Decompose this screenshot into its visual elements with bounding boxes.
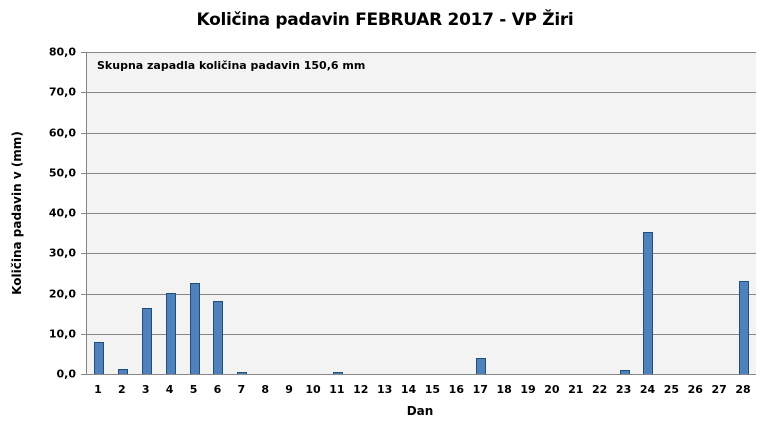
x-tick-label: 9 (285, 383, 293, 396)
y-tick-label: 30,0 (48, 246, 76, 260)
bar-day-3 (141, 308, 152, 374)
x-tick-label: 20 (544, 383, 560, 396)
y-tick-label: 20,0 (48, 287, 76, 300)
y-tick-label: 80,0 (48, 45, 76, 59)
x-tick-label: 17 (472, 383, 488, 396)
gridline (87, 92, 756, 94)
x-tick-label: 2 (118, 383, 126, 396)
gridline (87, 333, 756, 335)
y-tick-label: 60,0 (48, 126, 76, 139)
y-tick-mark (81, 293, 87, 295)
y-tick-mark (81, 253, 87, 255)
x-axis-title: Dan (406, 404, 434, 418)
x-tick-label: 6 (213, 383, 222, 396)
y-tick-mark (81, 92, 87, 94)
x-tick-label: 13 (377, 383, 393, 396)
y-tick-mark (81, 374, 87, 375)
x-tick-label: 8 (261, 383, 270, 396)
y-tick-mark (81, 172, 87, 174)
x-tick-label: 7 (237, 383, 246, 396)
bar-day-1 (93, 341, 104, 374)
gridline (87, 172, 756, 174)
bar-day-28 (739, 281, 750, 374)
x-tick-label: 5 (189, 383, 198, 396)
x-tick-label: 27 (711, 383, 727, 396)
total-annotation: Skupna zapadla količina padavin 150,6 mm (97, 59, 366, 72)
bar-day-5 (189, 283, 200, 374)
bar-day-7 (237, 372, 248, 374)
bar-day-24 (643, 231, 654, 374)
gridline (87, 132, 756, 134)
bar-day-2 (117, 369, 128, 374)
gridline (87, 253, 756, 255)
y-tick-mark (81, 213, 87, 214)
y-tick-label: 10,0 (48, 327, 76, 341)
y-tick-label: 70,0 (48, 85, 76, 99)
x-tick-label: 4 (165, 383, 174, 396)
x-tick-label: 16 (448, 383, 464, 396)
y-tick-mark (81, 333, 87, 335)
y-tick-label: 0,0 (56, 367, 77, 381)
x-tick-label: 23 (615, 383, 632, 396)
x-tick-label: 25 (663, 383, 680, 396)
bar-day-11 (332, 372, 343, 374)
bar-day-4 (165, 292, 176, 374)
x-tick-label: 15 (424, 383, 441, 396)
x-tick-label: 11 (329, 383, 345, 396)
x-tick-label: 12 (353, 383, 369, 396)
y-tick-label: 50,0 (48, 166, 76, 180)
x-tick-label: 28 (735, 383, 751, 396)
x-tick-label: 24 (639, 383, 656, 396)
x-tick-label: 10 (305, 383, 321, 396)
y-tick-label: 40,0 (48, 206, 76, 220)
x-tick-label: 14 (400, 383, 417, 396)
y-tick-mark (81, 132, 87, 134)
bar-day-6 (213, 300, 224, 374)
gridline (87, 52, 756, 53)
x-tick-label: 26 (687, 383, 703, 396)
gridline (87, 293, 756, 295)
x-tick-label: 18 (496, 383, 512, 396)
plot-area: Skupna zapadla količina padavin 150,6 mm (81, 52, 756, 375)
bar-day-17 (476, 357, 487, 374)
x-tick-label: 3 (141, 383, 150, 396)
gridline (87, 213, 756, 214)
y-tick-mark (81, 52, 87, 53)
chart-title: Količina padavin FEBRUAR 2017 - VP Žiri (196, 10, 574, 30)
gridline (87, 374, 756, 375)
x-tick-label: 19 (520, 383, 536, 396)
x-tick-label: 21 (568, 383, 584, 396)
x-tick-label: 22 (592, 383, 608, 396)
bar-day-23 (619, 370, 630, 374)
x-tick-label: 1 (94, 383, 102, 396)
